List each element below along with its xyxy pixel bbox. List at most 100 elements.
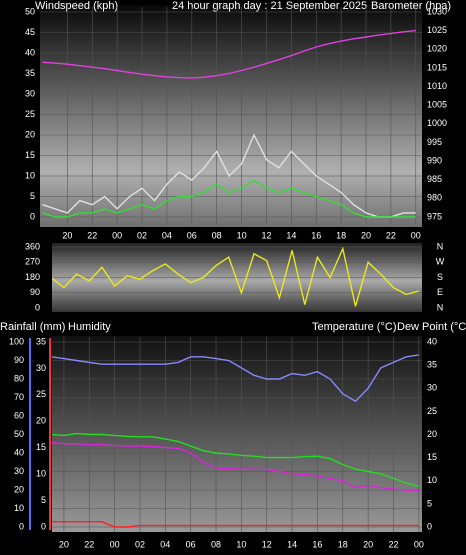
y-tick-label: 15	[25, 150, 35, 160]
x-tick-label: 00	[110, 539, 120, 549]
y-tick-label: 20	[25, 129, 35, 139]
series-line	[42, 133, 416, 218]
x-tick-label: 14	[287, 539, 297, 549]
y2-tick-label: 15	[427, 452, 437, 462]
x-tick-label: 18	[338, 539, 348, 549]
x-tick-label: 20	[59, 539, 69, 549]
y3-tick-label: 25	[36, 389, 46, 399]
y-tick-label: 10	[25, 170, 35, 180]
x-tick-label: 08	[211, 539, 221, 549]
series-line	[52, 246, 419, 307]
series-line	[42, 29, 416, 79]
y2-tick-label: 0	[427, 521, 432, 531]
series-line	[52, 432, 419, 487]
y2-tick-label: 1020	[427, 44, 447, 54]
y2-tick-label: 35	[427, 360, 437, 370]
y-tick-label: 90	[30, 287, 40, 297]
y2-tick-label: 10	[427, 475, 437, 485]
x-tick-label: 12	[261, 230, 271, 240]
y2-tick-label: N	[437, 302, 444, 312]
y2-tick-label: W	[436, 257, 445, 267]
x-tick-label: 02	[135, 539, 145, 549]
series-line	[52, 521, 419, 528]
legend-label: Humidity	[68, 321, 111, 333]
y2-tick-label: 5	[427, 498, 432, 508]
y-tick-label: 270	[25, 257, 40, 267]
y2-tick-label: 980	[427, 193, 442, 203]
y-tick-label: 50	[14, 429, 24, 439]
plot-background	[52, 336, 422, 532]
y-tick-label: 80	[14, 373, 24, 383]
y2-tick-label: 990	[427, 155, 442, 165]
x-tick-label: 04	[160, 539, 170, 549]
plot-background	[40, 5, 422, 227]
x-tick-label: 00	[414, 539, 424, 549]
y3-tick-label: 20	[36, 416, 46, 426]
y3-tick-label: 30	[36, 363, 46, 373]
y3-tick-label: 0	[41, 521, 46, 531]
y-tick-label: 20	[14, 484, 24, 494]
x-tick-label: 06	[186, 539, 196, 549]
series-group	[52, 246, 422, 309]
x-tick-label: 08	[212, 230, 222, 240]
y2-tick-label: 1030	[427, 6, 447, 16]
y2-tick-label: 1015	[427, 62, 447, 72]
y-tick-label: 5	[30, 191, 35, 201]
y2-tick-label: 985	[427, 174, 442, 184]
x-tick-label: 00	[411, 230, 421, 240]
series-line	[42, 179, 416, 218]
y-tick-label: 90	[14, 355, 24, 365]
y2-tick-label: 1010	[427, 81, 447, 91]
y2-tick-label: E	[437, 287, 443, 297]
y2-tick-label: 975	[427, 211, 442, 221]
x-tick-label: 14	[286, 230, 296, 240]
y2-tick-label: 1005	[427, 100, 447, 110]
x-tick-label: 20	[363, 539, 373, 549]
y-tick-label: 25	[25, 109, 35, 119]
x-tick-label: 22	[386, 230, 396, 240]
x-tick-label: 10	[236, 539, 246, 549]
y-tick-label: 70	[14, 392, 24, 402]
y2-tick-label: 40	[427, 336, 437, 346]
x-tick-label: 22	[84, 539, 94, 549]
series-line	[52, 441, 419, 492]
y-tick-label: 0	[35, 302, 40, 312]
x-tick-label: 06	[187, 230, 197, 240]
y2-axis-label: Barometer (hpa)	[371, 0, 451, 12]
y3-tick-label: 15	[36, 442, 46, 452]
y-tick-label: 10	[14, 503, 24, 513]
x-tick-label: 16	[311, 230, 321, 240]
series-line	[52, 354, 419, 403]
x-tick-label: 12	[262, 539, 272, 549]
y3-tick-label: 5	[41, 495, 46, 505]
series-group	[52, 337, 422, 532]
x-tick-label: 02	[137, 230, 147, 240]
chart-title: 24 hour graph day : 21 September 2025	[172, 0, 367, 12]
y2-tick-label: N	[437, 241, 444, 251]
y-tick-label: 40	[25, 47, 35, 57]
y-tick-label: 0	[30, 211, 35, 221]
series-group	[40, 7, 422, 225]
y3-tick-label: 35	[36, 336, 46, 346]
x-tick-label: 00	[112, 230, 122, 240]
x-tick-label: 16	[312, 539, 322, 549]
y-tick-label: 360	[25, 241, 40, 251]
y-tick-label: 40	[14, 447, 24, 457]
y2-tick-label: 995	[427, 137, 442, 147]
x-tick-label: 04	[162, 230, 172, 240]
y-tick-label: 0	[19, 521, 24, 531]
y-tick-label: 180	[25, 272, 40, 282]
y-tick-label: 30	[14, 466, 24, 476]
y2-tick-label: 1025	[427, 25, 447, 35]
y-tick-label: 50	[25, 6, 35, 16]
y2-tick-label: 30	[427, 383, 437, 393]
y3-tick-label: 10	[36, 469, 46, 479]
x-tick-label: 20	[361, 230, 371, 240]
y2-tick-label: 25	[427, 406, 437, 416]
y2-tick-label: 1000	[427, 118, 447, 128]
legend-label: Temperature (°C)	[312, 321, 396, 333]
y-tick-label: 60	[14, 410, 24, 420]
y-tick-label: 30	[25, 88, 35, 98]
x-tick-label: 22	[87, 230, 97, 240]
